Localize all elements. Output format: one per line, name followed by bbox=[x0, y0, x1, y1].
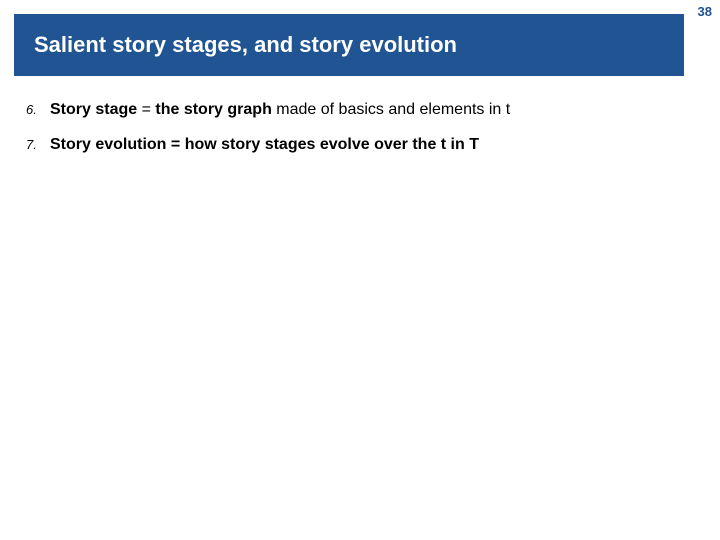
slide-content: 6. Story stage = the story graph made of… bbox=[26, 100, 694, 170]
slide-title: Salient story stages, and story evolutio… bbox=[34, 32, 457, 58]
slide-number: 38 bbox=[698, 4, 712, 19]
eq-text: = bbox=[137, 101, 155, 118]
list-item: 7. Story evolution = how story stages ev… bbox=[26, 135, 694, 156]
continuation-bold: = how story stages evolve over the t in … bbox=[166, 136, 479, 153]
list-text: Story evolution = how story stages evolv… bbox=[50, 135, 479, 156]
list-number: 6. bbox=[26, 102, 50, 117]
slide-header: Salient story stages, and story evolutio… bbox=[14, 14, 684, 76]
list-item: 6. Story stage = the story graph made of… bbox=[26, 100, 694, 121]
term-bold: Story stage bbox=[50, 101, 137, 118]
term-bold: Story evolution bbox=[50, 136, 166, 153]
list-number: 7. bbox=[26, 137, 50, 152]
rest-text: made of basics and elements in t bbox=[272, 101, 510, 118]
continuation-bold: the story graph bbox=[155, 101, 271, 118]
list-text: Story stage = the story graph made of ba… bbox=[50, 100, 510, 121]
